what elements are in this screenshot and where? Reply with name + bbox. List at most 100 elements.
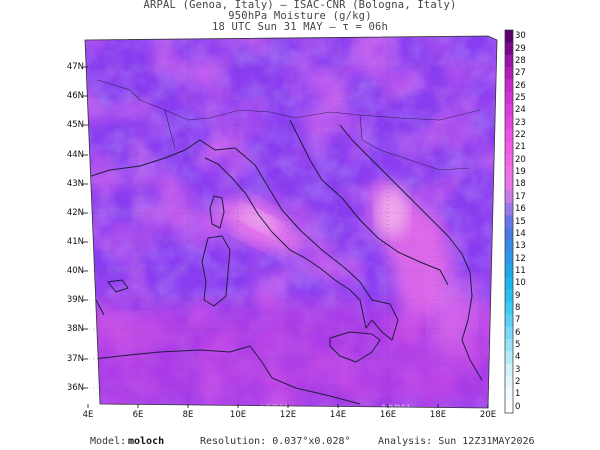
- lat-label: 41N: [66, 237, 84, 247]
- svg-text:ARPAL: ARPAL: [380, 404, 413, 414]
- colorbar-swatch: [505, 79, 513, 93]
- colorbar-label: 1: [515, 389, 521, 400]
- colorbar-label: 8: [515, 302, 521, 313]
- colorbar-swatch: [505, 104, 513, 117]
- colorbar-swatch: [505, 42, 513, 56]
- moisture-field: [85, 36, 497, 408]
- colorbar: [505, 30, 513, 414]
- colorbar-swatch: [505, 215, 513, 229]
- axis-ticks: [83, 66, 489, 408]
- colorbar-swatch: [505, 202, 513, 216]
- model-value: moloch: [128, 436, 165, 447]
- colorbar-label: 11: [515, 265, 526, 276]
- colorbar-label: 25: [515, 92, 526, 103]
- colorbar-swatch: [505, 400, 513, 414]
- colorbar-label: 26: [515, 80, 526, 91]
- colorbar-swatch: [505, 388, 513, 402]
- colorbar-swatch: [505, 91, 513, 105]
- header-validity: 18 UTC Sun 31 MAY – τ = 06h: [211, 21, 389, 33]
- lon-label: 18E: [429, 410, 447, 420]
- colorbar-swatch: [505, 338, 513, 352]
- colorbar-label: 12: [515, 253, 526, 264]
- colorbar-swatch: [505, 264, 513, 278]
- colorbar-swatch: [505, 116, 513, 130]
- lon-label: 6E: [132, 410, 144, 420]
- colorbar-swatch: [505, 178, 513, 192]
- colorbar-swatch: [505, 289, 513, 303]
- colorbar-swatch: [505, 240, 513, 253]
- lat-label: 45N: [66, 120, 84, 130]
- colorbar-label: 7: [515, 315, 521, 326]
- colorbar-label: 28: [515, 55, 526, 66]
- colorbar-label: 24: [515, 105, 526, 116]
- colorbar-label: 16: [515, 204, 526, 215]
- colorbar-label: 3: [515, 364, 521, 375]
- lon-label: 16E: [379, 410, 397, 420]
- colorbar-label: 27: [515, 68, 526, 79]
- colorbar-label: 22: [515, 130, 526, 141]
- colorbar-label: 4: [515, 352, 521, 363]
- colorbar-swatch: [505, 30, 513, 43]
- lat-label: 40N: [66, 266, 84, 276]
- colorbar-label: 21: [515, 142, 526, 153]
- colorbar-label: 18: [515, 179, 526, 190]
- lat-label: 36N: [66, 383, 84, 393]
- colorbar-swatch: [505, 375, 513, 389]
- colorbar-swatch: [505, 190, 513, 204]
- colorbar-label: 0: [515, 401, 521, 412]
- model-label: Model:: [90, 436, 127, 447]
- colorbar-swatch: [505, 314, 513, 328]
- lon-label: 10E: [229, 410, 247, 420]
- colorbar-label: 14: [515, 228, 526, 239]
- colorbar-swatch: [505, 252, 513, 266]
- colorbar-label: 15: [515, 216, 526, 227]
- graticule: [85, 40, 490, 406]
- header-variable: 950hPa Moisture (g/kg): [228, 10, 372, 22]
- lon-label: 20E: [479, 410, 497, 420]
- colorbar-label: 30: [515, 31, 526, 42]
- lat-label: 37N: [66, 354, 84, 364]
- colorbar-label: 10: [515, 278, 526, 289]
- lat-label: 46N: [66, 91, 84, 101]
- colorbar-label: 6: [515, 327, 521, 338]
- colorbar-swatch: [505, 54, 513, 68]
- lat-label: 44N: [66, 150, 84, 160]
- colorbar-swatch: [505, 227, 513, 241]
- lat-label: 39N: [66, 295, 84, 305]
- colorbar-label: 19: [515, 167, 526, 178]
- colorbar-swatch: [505, 128, 513, 142]
- lon-label: 12E: [279, 410, 297, 420]
- lat-label: 42N: [66, 208, 84, 218]
- colorbar-label: 29: [515, 43, 526, 54]
- watermark: ARPAL ARPAL ARPAL: [148, 404, 413, 414]
- colorbar-swatch: [505, 141, 513, 155]
- svg-text:ARPAL: ARPAL: [148, 404, 181, 414]
- colorbar-swatch: [505, 165, 513, 179]
- colorbar-swatch: [505, 277, 513, 290]
- lat-label: 38N: [66, 324, 84, 334]
- colorbar-label: 20: [515, 154, 526, 165]
- colorbar-label: 9: [515, 290, 521, 301]
- colorbar-label: 5: [515, 340, 521, 351]
- lat-label: 43N: [66, 179, 84, 189]
- map-frame: [84, 35, 498, 409]
- colorbar-label: 23: [515, 117, 526, 128]
- lat-label: 47N: [66, 62, 84, 72]
- lon-label: 8E: [182, 410, 194, 420]
- colorbar-label: 13: [515, 241, 526, 252]
- colorbar-swatch: [505, 153, 513, 167]
- svg-text:ARPAL: ARPAL: [258, 404, 291, 414]
- analysis-text: Analysis: Sun 12Z31MAY2026: [378, 436, 535, 447]
- lon-label: 14E: [329, 410, 347, 420]
- borders: [97, 79, 481, 171]
- colorbar-swatch: [505, 363, 513, 377]
- colorbar-label: 2: [515, 377, 521, 388]
- lon-label: 4E: [82, 410, 94, 420]
- colorbar-swatch: [505, 67, 513, 80]
- colorbar-label: 17: [515, 191, 526, 202]
- header-producers: ARPAL (Genoa, Italy) – ISAC-CNR (Bologna…: [143, 0, 457, 11]
- colorbar-swatch: [505, 351, 513, 365]
- resolution-text: Resolution: 0.037°x0.028°: [200, 436, 351, 447]
- colorbar-swatch: [505, 301, 513, 315]
